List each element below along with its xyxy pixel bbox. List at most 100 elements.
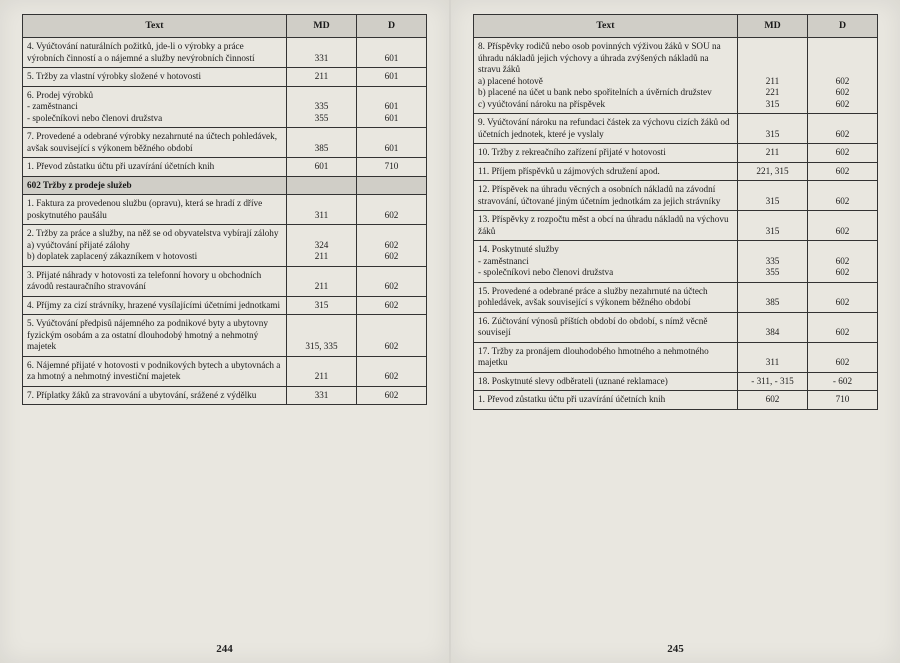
cell-md (287, 176, 357, 195)
cell-d: 601601 (357, 86, 427, 128)
cell-md: 315 (738, 114, 808, 144)
cell-md: 385 (738, 282, 808, 312)
table-row: 16. Zúčtování výnosů příštích období do … (474, 312, 878, 342)
table-row: 602 Tržby z prodeje služeb (23, 176, 427, 195)
table-row: 17. Tržby za pronájem dlouhodobého hmotn… (474, 342, 878, 372)
cell-d: 602 (808, 114, 878, 144)
cell-md: 324211 (287, 225, 357, 267)
cell-d: 602 (808, 144, 878, 163)
cell-d: 602602 (808, 241, 878, 283)
cell-text: 1. Faktura za provedenou službu (opravu)… (23, 195, 287, 225)
cell-text: 2. Tržby za práce a služby, na něž se od… (23, 225, 287, 267)
accounting-table-right: Text MD D 8. Příspěvky rodičů nebo osob … (473, 14, 878, 410)
cell-md: 315 (287, 296, 357, 315)
cell-text: 3. Přijaté náhrady v hotovosti za telefo… (23, 266, 287, 296)
cell-d: 710 (357, 158, 427, 177)
cell-text: 14. Poskytnuté služby- zaměstnanci- spol… (474, 241, 738, 283)
page-right: Text MD D 8. Příspěvky rodičů nebo osob … (450, 0, 900, 663)
table-row: 14. Poskytnuté služby- zaměstnanci- spol… (474, 241, 878, 283)
cell-d: 601 (357, 68, 427, 87)
cell-d: 602 (808, 162, 878, 181)
table-row: 11. Příjem příspěvků u zájmových sdružen… (474, 162, 878, 181)
table-row: 9. Vyúčtování nároku na refundaci částek… (474, 114, 878, 144)
cell-d (357, 176, 427, 195)
cell-text: 12. Příspěvek na úhradu věcných a osobní… (474, 181, 738, 211)
cell-d: 602 (808, 312, 878, 342)
col-header-d: D (357, 15, 427, 38)
cell-md: 602 (738, 391, 808, 410)
table-body-left: 4. Vyúčtování naturálních požitků, jde-l… (23, 38, 427, 405)
col-header-md: MD (738, 15, 808, 38)
table-row: 2. Tržby za práce a služby, na něž se od… (23, 225, 427, 267)
cell-d: 602 (357, 296, 427, 315)
cell-text: 18. Poskytnuté slevy odběrateli (uznané … (474, 372, 738, 391)
cell-text: 6. Prodej výrobků- zaměstnanci- společní… (23, 86, 287, 128)
cell-text: 7. Příplatky žáků za stravování a ubytov… (23, 386, 287, 405)
cell-md: - 311, - 315 (738, 372, 808, 391)
cell-md: 385 (287, 128, 357, 158)
cell-d: 602602 (357, 225, 427, 267)
cell-md: 211 (287, 356, 357, 386)
table-row: 7. Provedené a odebrané výrobky nezahrnu… (23, 128, 427, 158)
cell-text: 4. Vyúčtování naturálních požitků, jde-l… (23, 38, 287, 68)
cell-d: 602 (808, 211, 878, 241)
cell-d: 602 (808, 342, 878, 372)
cell-d: 602 (357, 356, 427, 386)
table-row: 6. Nájemné přijaté v hotovosti v podniko… (23, 356, 427, 386)
cell-d: 601 (357, 128, 427, 158)
cell-md: 335355 (287, 86, 357, 128)
cell-text: 1. Převod zůstatku účtu při uzavírání úč… (23, 158, 287, 177)
cell-md: 211 (287, 266, 357, 296)
table-row: 1. Převod zůstatku účtu při uzavírání úč… (474, 391, 878, 410)
cell-d: 602602602 (808, 38, 878, 114)
table-row: 5. Vyúčtování předpisů nájemného za podn… (23, 315, 427, 357)
cell-md: 315, 335 (287, 315, 357, 357)
cell-text: 13. Příspěvky z rozpočtu měst a obcí na … (474, 211, 738, 241)
cell-d: 710 (808, 391, 878, 410)
table-row: 1. Faktura za provedenou službu (opravu)… (23, 195, 427, 225)
table-row: 5. Tržby za vlastní výrobky složené v ho… (23, 68, 427, 87)
cell-md: 384 (738, 312, 808, 342)
table-row: 7. Příplatky žáků za stravování a ubytov… (23, 386, 427, 405)
cell-md: 315 (738, 211, 808, 241)
cell-text: 17. Tržby za pronájem dlouhodobého hmotn… (474, 342, 738, 372)
table-row: 3. Přijaté náhrady v hotovosti za telefo… (23, 266, 427, 296)
cell-text: 7. Provedené a odebrané výrobky nezahrnu… (23, 128, 287, 158)
cell-md: 331 (287, 386, 357, 405)
cell-text: 5. Tržby za vlastní výrobky složené v ho… (23, 68, 287, 87)
page-left: Text MD D 4. Vyúčtování naturálních poži… (0, 0, 450, 663)
cell-d: - 602 (808, 372, 878, 391)
cell-text: 5. Vyúčtování předpisů nájemného za podn… (23, 315, 287, 357)
col-header-text: Text (474, 15, 738, 38)
table-row: 4. Příjmy za cizí strávníky, hrazené vys… (23, 296, 427, 315)
cell-md: 311 (738, 342, 808, 372)
table-row: 8. Příspěvky rodičů nebo osob povinných … (474, 38, 878, 114)
cell-md: 335355 (738, 241, 808, 283)
table-row: 13. Příspěvky z rozpočtu měst a obcí na … (474, 211, 878, 241)
cell-md: 221, 315 (738, 162, 808, 181)
table-row: 18. Poskytnuté slevy odběrateli (uznané … (474, 372, 878, 391)
table-row: 6. Prodej výrobků- zaměstnanci- společní… (23, 86, 427, 128)
col-header-d: D (808, 15, 878, 38)
cell-d: 602 (808, 181, 878, 211)
accounting-table-left: Text MD D 4. Vyúčtování naturálních poži… (22, 14, 427, 405)
cell-d: 601 (357, 38, 427, 68)
page-number-right: 245 (451, 643, 900, 655)
cell-d: 602 (357, 386, 427, 405)
cell-d: 602 (357, 266, 427, 296)
book-spread: Text MD D 4. Vyúčtování naturálních poži… (0, 0, 900, 663)
cell-md: 311 (287, 195, 357, 225)
table-row: 4. Vyúčtování naturálních požitků, jde-l… (23, 38, 427, 68)
cell-d: 602 (357, 195, 427, 225)
cell-d: 602 (357, 315, 427, 357)
cell-text: 10. Tržby z rekreačního zařízení přijaté… (474, 144, 738, 163)
cell-text: 15. Provedené a odebrané práce a služby … (474, 282, 738, 312)
cell-text: 8. Příspěvky rodičů nebo osob povinných … (474, 38, 738, 114)
cell-text: 9. Vyúčtování nároku na refundaci částek… (474, 114, 738, 144)
cell-md: 601 (287, 158, 357, 177)
cell-md: 315 (738, 181, 808, 211)
cell-text: 11. Příjem příspěvků u zájmových sdružen… (474, 162, 738, 181)
cell-text: 1. Převod zůstatku účtu při uzavírání úč… (474, 391, 738, 410)
cell-d: 602 (808, 282, 878, 312)
page-number-left: 244 (0, 643, 449, 655)
